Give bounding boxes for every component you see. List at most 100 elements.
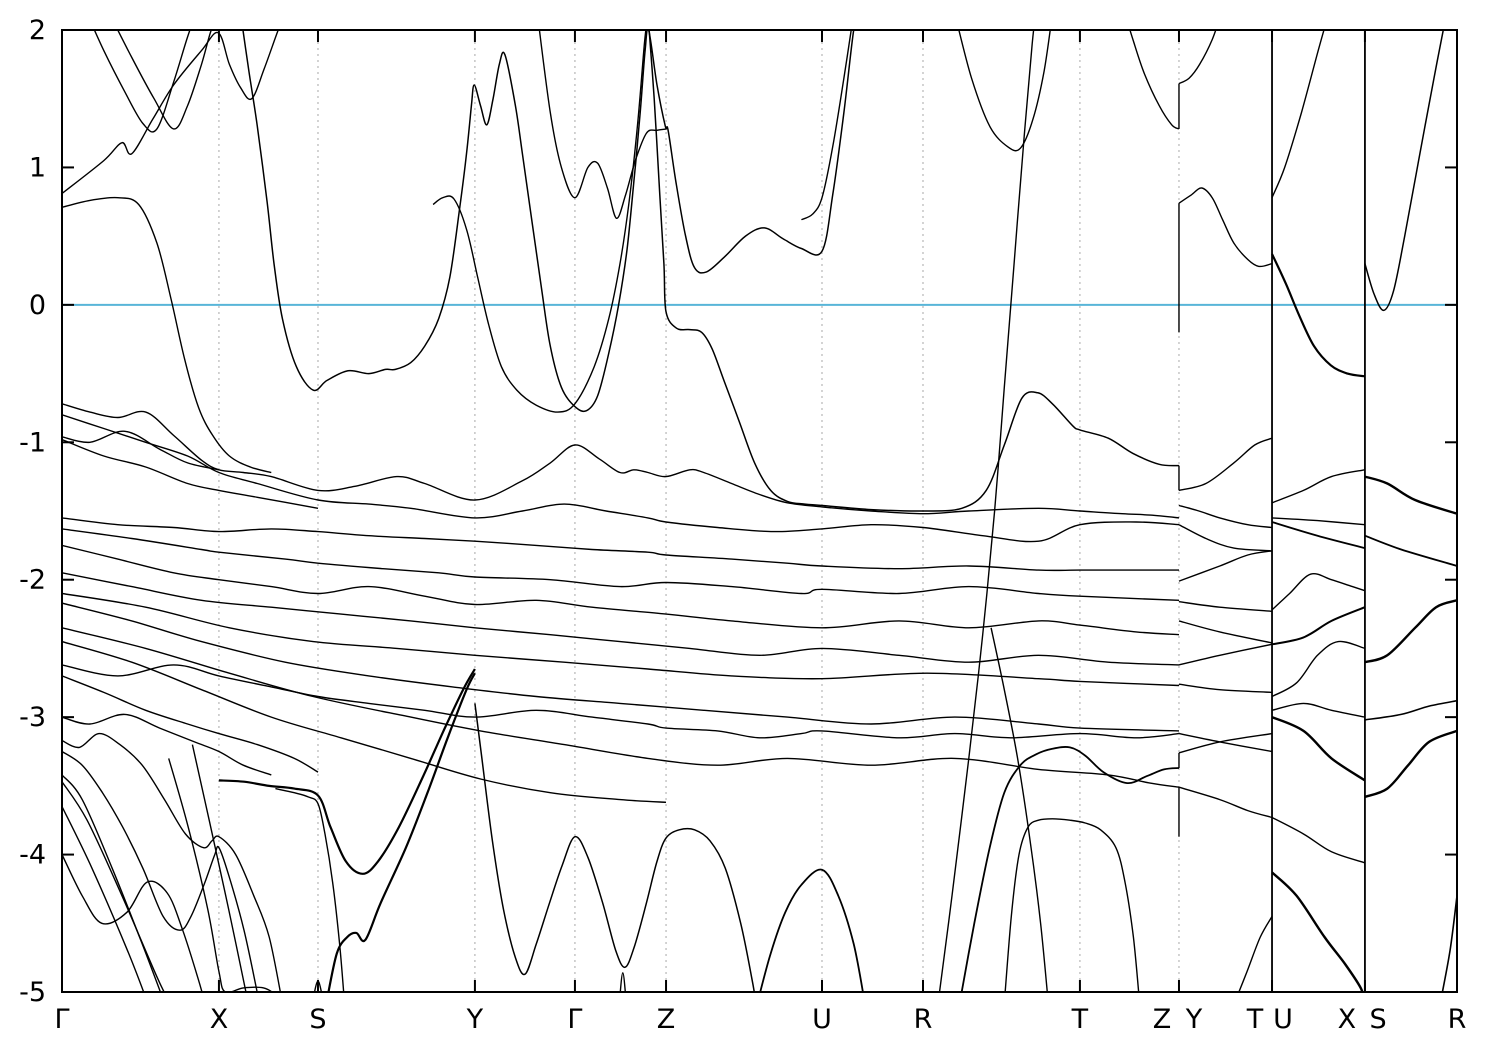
x-tick-label: R (914, 1004, 933, 1035)
x-tick-label: S (309, 1004, 326, 1035)
band-curve (1364, 729, 1457, 799)
x-tick-label: Y (466, 1004, 484, 1035)
band-curve (191, 744, 247, 992)
band-curve (168, 758, 274, 992)
band-curve (1178, 643, 1273, 666)
x-tick-label: S (1369, 1004, 1386, 1035)
y-tick-label: -1 (19, 427, 46, 458)
band-curve (938, 30, 1035, 992)
band-curve (62, 528, 1180, 601)
band-curve (62, 544, 1180, 636)
band-curve (62, 664, 1180, 739)
band-curve (648, 30, 1180, 512)
x-tick-label: Z (657, 1004, 676, 1035)
band-curve (62, 414, 1180, 543)
x-tick-label: U (1273, 1004, 1293, 1035)
y-tick-label: 2 (29, 15, 46, 46)
band-curve (1364, 475, 1457, 515)
band-curve (1271, 517, 1365, 526)
band-curve (116, 30, 213, 130)
band-curve (93, 30, 191, 133)
band-curve (1004, 818, 1140, 992)
x-tick-label: Z (1153, 1004, 1172, 1035)
band-curve (1271, 253, 1366, 378)
band-curve (1364, 30, 1445, 312)
band-curve (619, 972, 627, 992)
x-tick-label: Γ (54, 1004, 69, 1035)
x-tick-label: T (1071, 1004, 1089, 1035)
band-curves (62, 30, 1457, 992)
band-curve (1178, 601, 1273, 612)
x-tick-label: R (1448, 1004, 1467, 1035)
band-curve (1129, 30, 1180, 130)
band-curve (960, 746, 1180, 992)
band-curve (1178, 524, 1273, 552)
x-tick-label: Γ (567, 1004, 582, 1035)
band-curve (1271, 871, 1364, 992)
band-curve (62, 430, 220, 471)
x-tick-label: U (812, 1004, 832, 1035)
band-curve (1178, 504, 1273, 529)
y-tick-label: 1 (29, 152, 46, 183)
band-curve (1178, 620, 1273, 644)
band-curve (62, 627, 1180, 788)
band-curve (62, 517, 1179, 572)
band-curve (62, 713, 272, 776)
band-curve (759, 868, 864, 992)
band-curve (1441, 895, 1457, 992)
band-curve (1271, 30, 1325, 198)
band-curve (62, 438, 319, 509)
band-curve (1271, 640, 1366, 698)
band-curve (1178, 683, 1273, 694)
band-curve (1178, 786, 1273, 819)
band-curve (62, 806, 145, 992)
y-tick-label: 0 (29, 290, 46, 321)
band-curve (1271, 702, 1366, 718)
y-tick-label: -4 (19, 840, 46, 871)
x-tick-label: T (1246, 1004, 1264, 1035)
y-tick-label: -2 (19, 565, 46, 596)
band-curve (62, 781, 165, 992)
band-curve (62, 640, 667, 803)
band-curve (474, 703, 756, 992)
band-curve (62, 854, 203, 992)
band-curve (62, 675, 319, 773)
band-curve (327, 672, 476, 992)
x-tick-label: X (1338, 1004, 1357, 1035)
band-curve (538, 30, 667, 219)
band-curve (62, 602, 1180, 732)
y-tick-label: -3 (19, 702, 46, 733)
band-curve (1364, 699, 1457, 721)
band-curve (62, 750, 258, 992)
band-curve (62, 403, 1180, 519)
band-curve (1178, 550, 1273, 582)
band-curve (1271, 715, 1366, 782)
band-curve (62, 732, 282, 992)
band-curve (958, 30, 1051, 152)
band-curve (1271, 521, 1366, 549)
y-tick-label: -5 (19, 977, 46, 1008)
band-curve (1178, 732, 1273, 754)
band-curve (62, 572, 1180, 666)
band-curve (1178, 437, 1273, 492)
band-curve (218, 668, 476, 875)
band-curve (62, 30, 279, 195)
x-tick-label: Y (1185, 1004, 1203, 1035)
band-curve (1271, 572, 1366, 611)
band-curve (1364, 534, 1457, 567)
band-curve (62, 196, 272, 474)
band-curve (1178, 30, 1217, 85)
band-curve (1271, 469, 1366, 504)
band-curve (1271, 816, 1366, 864)
band-curve (1271, 606, 1366, 646)
band-curve (62, 774, 162, 992)
band-curve (432, 30, 647, 413)
band-curve (1364, 599, 1457, 664)
plot-border (61, 29, 1458, 993)
band-curve (801, 30, 852, 221)
band-curve (1178, 187, 1273, 268)
band-curve (990, 627, 1048, 992)
band-curve (1238, 916, 1273, 992)
